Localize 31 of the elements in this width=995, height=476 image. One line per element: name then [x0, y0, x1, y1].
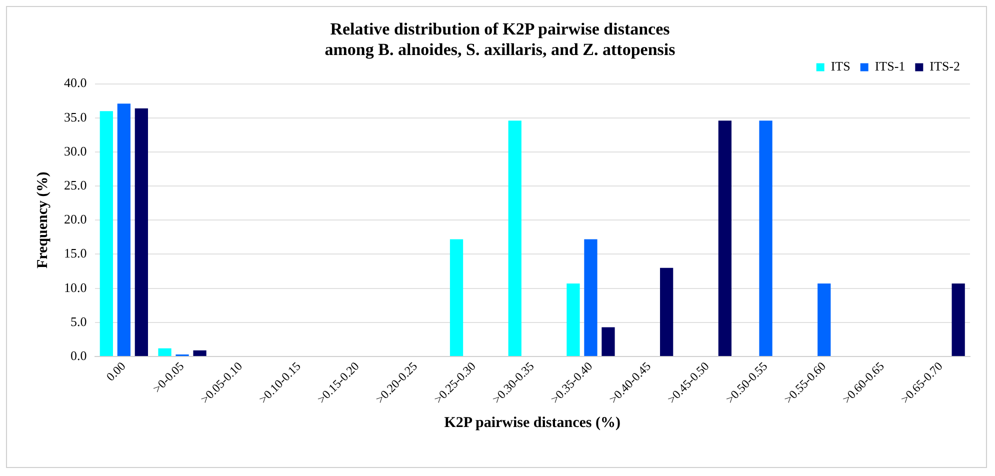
y-tick-label: 25.0	[64, 177, 87, 192]
bar	[584, 239, 598, 356]
y-axis-title: Frequency (%)	[34, 172, 51, 269]
y-tick-label: 30.0	[64, 143, 87, 158]
bar	[117, 104, 130, 356]
y-tick-label: 40.0	[64, 75, 87, 90]
bar	[100, 111, 113, 356]
y-tick-label: 15.0	[64, 246, 87, 261]
chart-title: Relative distribution of K2P pairwise distances among B. alnoides, S. axillaris, and Z. attopensis	[324, 20, 676, 59]
legend-label: ITS-2	[930, 58, 960, 74]
bar	[193, 350, 206, 356]
bar	[602, 327, 615, 356]
bar	[450, 239, 464, 356]
y-tick-label: 5.0	[70, 314, 87, 329]
y-tick-label: 20.0	[64, 212, 87, 227]
legend-label: ITS	[830, 58, 850, 74]
bar	[508, 120, 522, 356]
bar	[134, 108, 148, 356]
bar	[566, 284, 580, 356]
bar	[759, 120, 772, 356]
bar	[660, 268, 674, 356]
x-axis-title: K2P pairwise distances (%)	[444, 414, 620, 431]
bar	[952, 284, 965, 356]
bar	[718, 120, 732, 356]
bar	[818, 284, 831, 356]
y-tick-label: 10.0	[64, 280, 87, 295]
y-tick-label: 35.0	[64, 109, 87, 124]
y-tick-label: 0.0	[70, 348, 87, 363]
x-tick-label: 0.00	[104, 359, 128, 384]
legend-label: ITS-1	[874, 58, 906, 74]
bar	[158, 348, 172, 356]
